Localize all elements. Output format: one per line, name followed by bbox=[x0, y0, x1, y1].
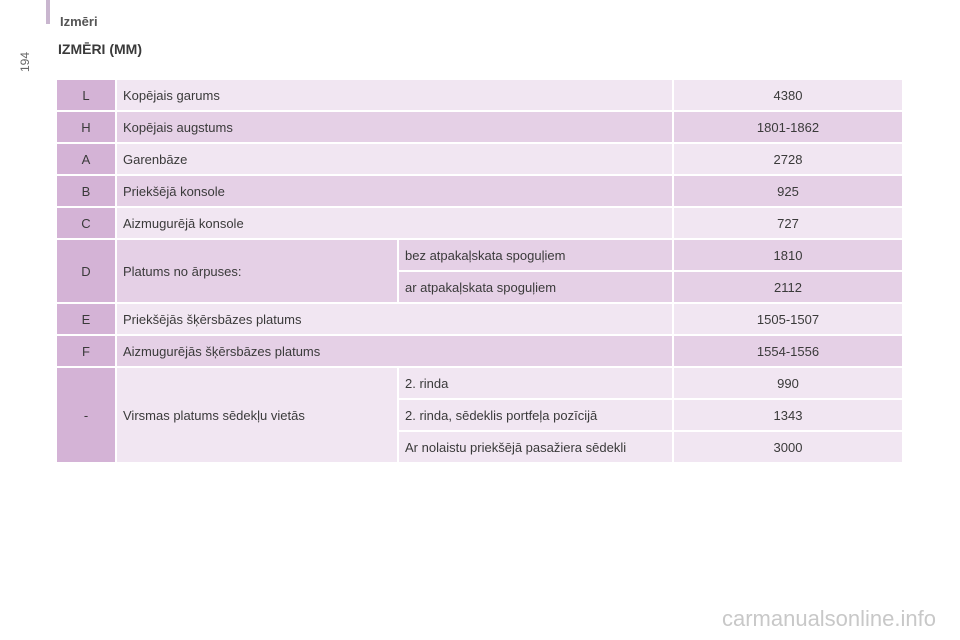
sub-label: 2. rinda, sēdeklis portfeļa pozīcijā bbox=[399, 400, 675, 430]
row-code: B bbox=[57, 176, 117, 206]
row-value: 4380 bbox=[674, 80, 903, 110]
row-value: 1554-1556 bbox=[674, 336, 903, 366]
row-value: 2728 bbox=[674, 144, 903, 174]
sub-label: bez atpakaļskata spoguļiem bbox=[399, 240, 675, 270]
watermark: carmanualsonline.info bbox=[721, 606, 936, 631]
row-label: Aizmugurējā konsole bbox=[117, 208, 675, 238]
row-label: Kopējais garums bbox=[117, 80, 675, 110]
row-code: L bbox=[57, 80, 117, 110]
row-code: E bbox=[57, 304, 117, 334]
row-label: Virsmas platums sēdekļu vietās bbox=[117, 368, 399, 462]
table-row-A: A Garenbāze 2728 bbox=[57, 144, 903, 174]
row-code: - bbox=[57, 368, 117, 462]
row-code: C bbox=[57, 208, 117, 238]
table-row-L: L Kopējais garums 4380 bbox=[57, 80, 903, 110]
dimensions-table: L Kopējais garums 4380 H Kopējais augstu… bbox=[57, 78, 903, 464]
table-row-F: F Aizmugurējās šķērsbāzes platums 1554-1… bbox=[57, 336, 903, 366]
row-label: Garenbāze bbox=[117, 144, 675, 174]
row-label: Priekšējā konsole bbox=[117, 176, 675, 206]
row-label: Aizmugurējās šķērsbāzes platums bbox=[117, 336, 675, 366]
section-title: IZMĒRI (MM) bbox=[58, 41, 142, 57]
sub-label: Ar nolaistu priekšējā pasažiera sēdekli bbox=[399, 432, 675, 462]
row-value: 2112 bbox=[674, 272, 903, 302]
row-value: 3000 bbox=[674, 432, 903, 462]
table-row-D: D Platums no ārpuses: bez atpakaļskata s… bbox=[57, 240, 903, 302]
row-label: Platums no ārpuses: bbox=[117, 240, 399, 302]
page-number: 194 bbox=[18, 51, 32, 72]
table-row-D-sub: ar atpakaļskata spoguļiem 2112 bbox=[57, 272, 903, 302]
table-row-seat-sub: 2. rinda, sēdeklis portfeļa pozīcijā 134… bbox=[57, 400, 903, 430]
header-accent-bar bbox=[46, 0, 50, 24]
row-code: A bbox=[57, 144, 117, 174]
row-value: 1801-1862 bbox=[674, 112, 903, 142]
row-value: 1505-1507 bbox=[674, 304, 903, 334]
table-row-C: C Aizmugurējā konsole 727 bbox=[57, 208, 903, 238]
row-value: 1810 bbox=[674, 240, 903, 270]
row-value: 925 bbox=[674, 176, 903, 206]
seat-label-text: Virsmas platums sēdekļu vietās bbox=[123, 407, 305, 423]
row-label: Kopējais augstums bbox=[117, 112, 675, 142]
row-code: H bbox=[57, 112, 117, 142]
sub-label: ar atpakaļskata spoguļiem bbox=[399, 272, 675, 302]
row-value: 727 bbox=[674, 208, 903, 238]
table-row-E: E Priekšējās šķērsbāzes platums 1505-150… bbox=[57, 304, 903, 334]
table-row-seat: - Virsmas platums sēdekļu vietās 2. rind… bbox=[57, 368, 903, 462]
row-code: D bbox=[57, 240, 117, 302]
table-row-H: H Kopējais augstums 1801-1862 bbox=[57, 112, 903, 142]
header-title: Izmēri bbox=[60, 14, 98, 29]
table-row-B: B Priekšējā konsole 925 bbox=[57, 176, 903, 206]
row-label: Priekšējās šķērsbāzes platums bbox=[117, 304, 675, 334]
sub-label: 2. rinda bbox=[399, 368, 675, 398]
row-value: 1343 bbox=[674, 400, 903, 430]
table-row-seat-sub: Ar nolaistu priekšējā pasažiera sēdekli … bbox=[57, 432, 903, 462]
row-value: 990 bbox=[674, 368, 903, 398]
row-code: F bbox=[57, 336, 117, 366]
